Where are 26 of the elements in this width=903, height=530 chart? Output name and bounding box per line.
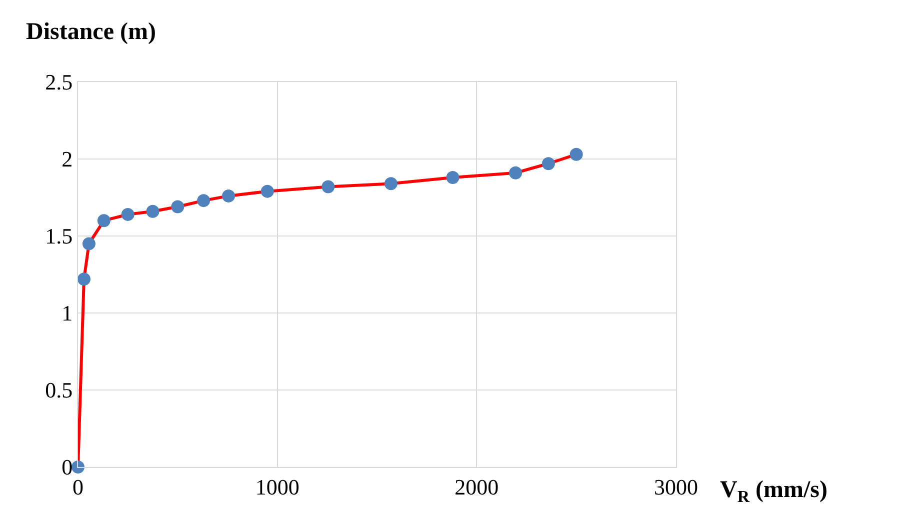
x-tick-label: 1000	[255, 474, 300, 500]
point	[260, 184, 274, 198]
point	[322, 180, 335, 194]
point	[509, 166, 522, 180]
point	[542, 157, 555, 170]
y-tick-label: 0	[62, 454, 73, 480]
point	[384, 177, 398, 190]
y-tick-label: 1	[62, 300, 73, 326]
y-tick-label: 0.5	[45, 378, 73, 403]
point	[171, 200, 184, 214]
point	[77, 272, 90, 286]
point	[146, 204, 160, 218]
point	[197, 194, 210, 208]
x-tick-label: 2000	[454, 474, 499, 500]
point	[82, 237, 96, 250]
point	[570, 148, 583, 161]
y-tick-label: 1.5	[45, 224, 73, 249]
point	[222, 189, 235, 202]
y-axis-title: Distance (m)	[26, 19, 156, 45]
point	[446, 170, 460, 184]
x-tick-label: 3000	[654, 474, 698, 500]
point	[97, 214, 110, 228]
x-axis-title: V$_{R}$ (mm/s)	[720, 477, 828, 506]
y-tick-label: 2.5	[45, 70, 73, 95]
point	[121, 208, 134, 221]
y-tick-label: 2	[62, 146, 73, 172]
